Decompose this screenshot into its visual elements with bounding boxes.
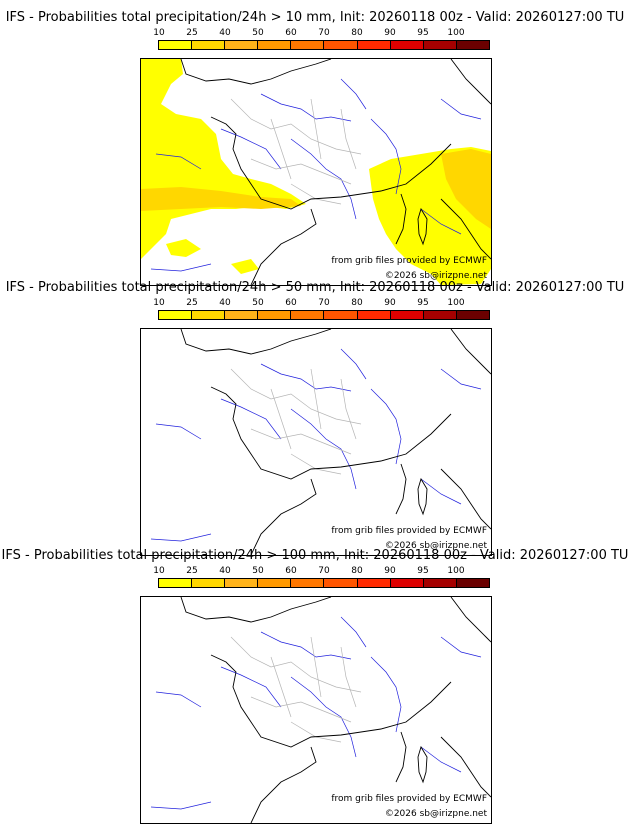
legend-label-95: 95 xyxy=(417,298,429,308)
legend-swatch-100 xyxy=(456,579,489,587)
map-panel-50mm: IFS - Probabilities total precipitation/… xyxy=(0,280,630,556)
coastlines xyxy=(180,329,491,555)
legend-swatch-40 xyxy=(225,41,259,49)
legend-bar xyxy=(158,578,490,588)
legend-swatch-10 xyxy=(159,41,193,49)
legend-swatch-70 xyxy=(324,311,358,319)
coastlines xyxy=(180,59,491,285)
legend-bar xyxy=(158,40,490,50)
legend-swatch-50 xyxy=(258,41,292,49)
admin-borders xyxy=(230,636,362,743)
legend-label-10: 10 xyxy=(153,566,165,576)
legend-label-90: 90 xyxy=(384,28,396,38)
legend-label-60: 60 xyxy=(285,298,297,308)
legend-labels: 10 25 40 50 60 70 80 90 95 100 xyxy=(153,298,490,309)
legend-label-50: 50 xyxy=(252,28,264,38)
legend-swatch-60 xyxy=(291,579,325,587)
panel-title: IFS - Probabilities total precipitation/… xyxy=(1,548,629,563)
legend-label-100: 100 xyxy=(447,566,465,576)
admin-borders xyxy=(230,368,362,475)
legend-swatch-100 xyxy=(456,311,489,319)
rivers xyxy=(150,616,482,810)
legend-label-70: 70 xyxy=(318,28,330,38)
legend-label-50: 50 xyxy=(252,298,264,308)
panel-title: IFS - Probabilities total precipitation/… xyxy=(5,280,625,295)
legend-label-40: 40 xyxy=(219,298,231,308)
legend-swatch-40 xyxy=(225,579,259,587)
data-source-credit: from grib files provided by ECMWF xyxy=(331,794,487,804)
rivers xyxy=(150,78,482,272)
legend-swatch-50 xyxy=(258,579,292,587)
legend-labels: 10 25 40 50 60 70 80 90 95 100 xyxy=(153,566,490,577)
map-canvas xyxy=(141,59,491,285)
legend-label-80: 80 xyxy=(351,566,363,576)
legend-swatch-80 xyxy=(357,41,391,49)
legend-bar xyxy=(158,310,490,320)
legend-swatch-90 xyxy=(390,579,424,587)
color-legend: 10 25 40 50 60 70 80 90 95 100 xyxy=(153,298,490,324)
legend-label-60: 60 xyxy=(285,28,297,38)
color-legend: 10 25 40 50 60 70 80 90 95 100 xyxy=(153,566,490,592)
copyright-credit: ©2026 sb@irizpne.net xyxy=(384,541,487,551)
map-canvas xyxy=(150,329,491,555)
legend-swatch-50 xyxy=(258,311,292,319)
legend-swatch-90 xyxy=(390,41,424,49)
legend-swatch-10 xyxy=(159,311,193,319)
legend-label-40: 40 xyxy=(219,28,231,38)
legend-label-95: 95 xyxy=(417,28,429,38)
legend-swatch-60 xyxy=(291,311,325,319)
color-legend: 10 25 40 50 60 70 80 90 95 100 xyxy=(153,28,490,54)
legend-label-50: 50 xyxy=(252,566,264,576)
legend-swatch-25 xyxy=(192,41,226,49)
legend-swatch-25 xyxy=(192,579,226,587)
legend-swatch-25 xyxy=(192,311,226,319)
legend-label-80: 80 xyxy=(351,298,363,308)
legend-swatch-95 xyxy=(423,311,457,319)
legend-swatch-70 xyxy=(324,41,358,49)
legend-label-80: 80 xyxy=(351,28,363,38)
rivers xyxy=(150,348,482,542)
map-france-50mm: from grib files provided by ECMWF ©2026 … xyxy=(140,328,492,556)
map-france-100mm: from grib files provided by ECMWF ©2026 … xyxy=(140,596,492,824)
legend-label-60: 60 xyxy=(285,566,297,576)
legend-swatch-90 xyxy=(390,311,424,319)
legend-label-90: 90 xyxy=(384,566,396,576)
copyright-credit: ©2026 sb@irizpne.net xyxy=(384,809,487,819)
legend-swatch-10 xyxy=(159,579,193,587)
legend-label-90: 90 xyxy=(384,298,396,308)
map-panel-100mm: IFS - Probabilities total precipitation/… xyxy=(0,548,630,824)
legend-swatch-80 xyxy=(357,579,391,587)
data-source-credit: from grib files provided by ECMWF xyxy=(331,526,487,536)
copyright-credit: ©2026 sb@irizpne.net xyxy=(384,271,487,281)
legend-label-40: 40 xyxy=(219,566,231,576)
coastlines xyxy=(180,597,491,823)
admin-borders xyxy=(230,98,362,205)
precip-areas xyxy=(141,59,491,285)
legend-swatch-60 xyxy=(291,41,325,49)
legend-swatch-70 xyxy=(324,579,358,587)
legend-label-100: 100 xyxy=(447,298,465,308)
legend-label-70: 70 xyxy=(318,298,330,308)
legend-label-10: 10 xyxy=(153,28,165,38)
legend-label-25: 25 xyxy=(186,298,198,308)
map-panel-10mm: IFS - Probabilities total precipitation/… xyxy=(0,10,630,286)
legend-swatch-95 xyxy=(423,41,457,49)
panel-title: IFS - Probabilities total precipitation/… xyxy=(5,10,625,25)
legend-labels: 10 25 40 50 60 70 80 90 95 100 xyxy=(153,28,490,39)
legend-swatch-95 xyxy=(423,579,457,587)
legend-label-25: 25 xyxy=(186,28,198,38)
legend-label-70: 70 xyxy=(318,566,330,576)
legend-swatch-80 xyxy=(357,311,391,319)
legend-label-100: 100 xyxy=(447,28,465,38)
map-canvas xyxy=(150,597,491,823)
legend-swatch-40 xyxy=(225,311,259,319)
legend-label-10: 10 xyxy=(153,298,165,308)
data-source-credit: from grib files provided by ECMWF xyxy=(331,256,487,266)
legend-swatch-100 xyxy=(456,41,489,49)
map-france-10mm: from grib files provided by ECMWF ©2026 … xyxy=(140,58,492,286)
legend-label-25: 25 xyxy=(186,566,198,576)
legend-label-95: 95 xyxy=(417,566,429,576)
